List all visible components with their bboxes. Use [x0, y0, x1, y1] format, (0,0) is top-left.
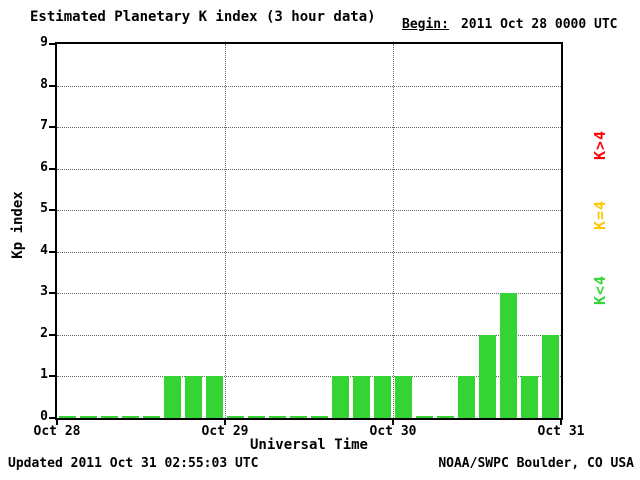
y-tick-label: 0 [40, 409, 48, 424]
kp-bar [185, 376, 202, 418]
kp-bar [248, 415, 265, 418]
x-tick-label: Oct 28 [33, 424, 81, 439]
gridline-vertical [393, 44, 394, 418]
legend-item: K<4 [591, 274, 609, 306]
legend-item: K=4 [591, 199, 609, 231]
gridline-horizontal [57, 334, 561, 336]
legend-item: K>4 [591, 129, 609, 161]
y-tick-mark [49, 250, 55, 253]
kp-bar [143, 415, 160, 418]
kp-bar [458, 376, 475, 418]
x-tick-label: Oct 31 [537, 424, 585, 439]
kp-bar [353, 376, 370, 418]
y-tick-label: 8 [40, 76, 48, 92]
begin-value: 2011 Oct 28 0000 UTC [460, 17, 618, 32]
x-axis-title: Universal Time [249, 437, 368, 453]
kp-bar [269, 415, 286, 418]
kp-bar [374, 376, 391, 418]
y-tick-label: 7 [40, 118, 48, 134]
y-tick-label: 5 [40, 201, 48, 217]
kp-bar [122, 415, 139, 418]
kp-bar [332, 376, 349, 418]
gridline-horizontal [57, 376, 561, 378]
gridline-horizontal [57, 210, 561, 212]
updated-text: Updated 2011 Oct 31 02:55:03 UTC [8, 456, 259, 471]
x-tick-label: Oct 30 [369, 424, 417, 439]
kp-bar [521, 376, 538, 418]
gridline-horizontal [57, 85, 561, 87]
gridline-horizontal [57, 251, 561, 253]
gridline-vertical [225, 44, 226, 418]
kp-bar [479, 334, 496, 418]
kp-bar [395, 376, 412, 418]
x-tick-mark [560, 420, 562, 425]
y-tick-mark [49, 292, 55, 295]
kp-bar [164, 376, 181, 418]
kp-bar [311, 415, 328, 418]
kp-bar [80, 415, 97, 418]
x-tick-label: Oct 29 [201, 424, 249, 439]
y-tick-mark [49, 375, 55, 378]
begin-info: Begin: 2011 Oct 28 0000 UTC [402, 17, 618, 32]
y-tick-label: 9 [40, 35, 48, 50]
begin-label: Begin: [402, 17, 449, 32]
gridline-horizontal [57, 293, 561, 295]
kp-bar [101, 415, 118, 418]
kp-bar [416, 415, 433, 418]
x-tick-mark [392, 420, 394, 425]
y-tick-mark [49, 126, 55, 129]
y-tick-label: 2 [40, 325, 48, 341]
x-tick-mark [56, 420, 58, 425]
y-tick-mark [49, 43, 55, 45]
y-tick-mark [49, 417, 55, 419]
chart-title: Estimated Planetary K index (3 hour data… [30, 9, 376, 25]
kp-bar [59, 415, 76, 418]
kp-bar [290, 415, 307, 418]
kp-bar [206, 376, 223, 418]
plot-area [55, 42, 563, 420]
source-text: NOAA/SWPC Boulder, CO USA [438, 456, 634, 471]
kp-bar [227, 415, 244, 418]
gridline-horizontal [57, 127, 561, 129]
y-tick-mark [49, 333, 55, 336]
kp-bar [500, 293, 517, 418]
y-tick-mark [49, 84, 55, 87]
x-tick-mark [224, 420, 226, 425]
y-tick-mark [49, 209, 55, 212]
y-tick-label: 6 [40, 159, 48, 175]
y-tick-label: 1 [40, 367, 48, 383]
y-tick-label: 3 [40, 284, 48, 300]
y-tick-mark [49, 167, 55, 170]
kp-bar [437, 415, 454, 418]
y-tick-label: 4 [40, 242, 48, 258]
kp-bar [542, 334, 559, 418]
gridline-horizontal [57, 168, 561, 170]
